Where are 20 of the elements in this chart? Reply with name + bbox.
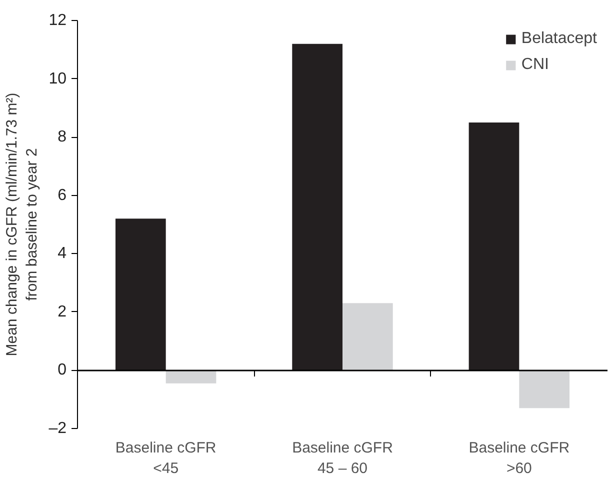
- y-tick-label: 10: [48, 70, 67, 88]
- x-tick-label: Baseline cGFR >60: [468, 440, 570, 477]
- y-tick-label: –2: [48, 420, 67, 437]
- y-tick-label: 8: [58, 128, 67, 146]
- y-tick-label: 2: [58, 303, 67, 320]
- x-tick-label: Baseline cGFR 45 – 60: [292, 440, 394, 477]
- y-tick-label: 12: [48, 12, 67, 29]
- y-tick-label: 4: [58, 245, 67, 262]
- y-tick-label: 0: [58, 362, 67, 379]
- legend-label: CNI: [521, 56, 549, 74]
- bar: [166, 370, 216, 384]
- bar: [342, 303, 393, 370]
- y-tick-label: 6: [58, 186, 67, 204]
- legend-label: Belatacept: [521, 30, 597, 48]
- bar: [468, 122, 520, 370]
- y-axis-title: Mean change in cGFR (ml/min/1.73 m²) from baseline to year 2: [3, 92, 41, 356]
- bar: [519, 370, 570, 408]
- bar: [115, 218, 166, 370]
- x-tick-label: Baseline cGFR <45: [115, 440, 216, 477]
- bar: [292, 44, 342, 370]
